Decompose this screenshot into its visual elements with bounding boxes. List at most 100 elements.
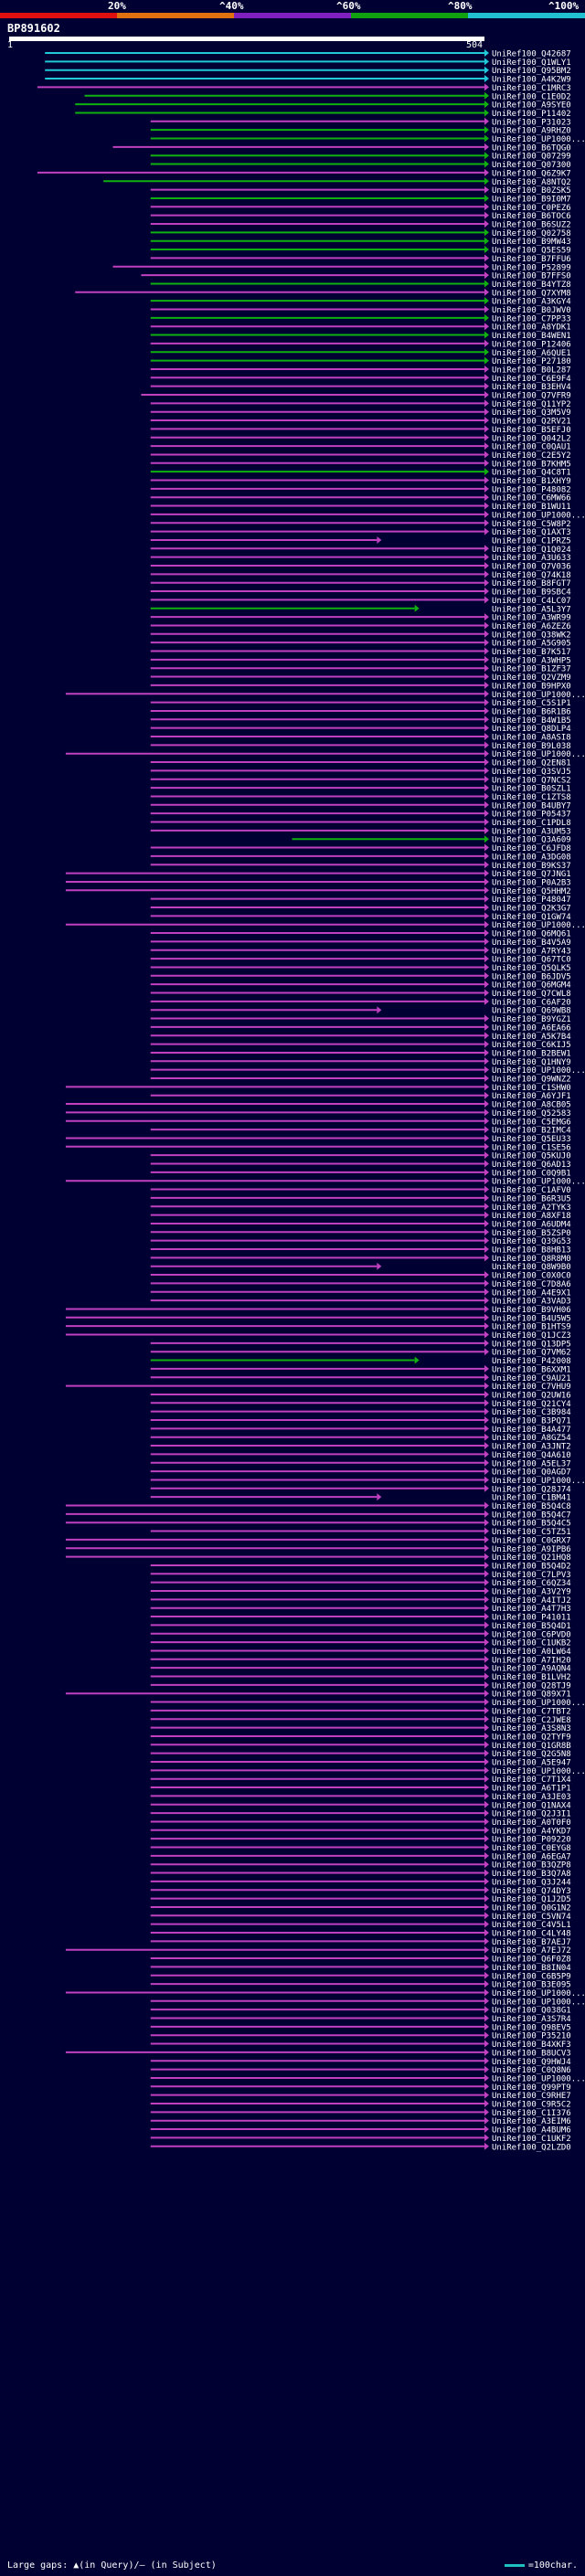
hit-row[interactable]: UniRef100_C1BM41 xyxy=(150,1493,571,1503)
hit-row[interactable]: UniRef100_Q74DY3 xyxy=(150,1886,571,1896)
hit-row[interactable]: UniRef100_B4WEN1 xyxy=(150,331,571,342)
hit-row[interactable]: UniRef100_UP1000... xyxy=(65,1177,585,1187)
hit-row[interactable]: UniRef100_C0GRX7 xyxy=(65,1535,571,1546)
hit-row[interactable]: UniRef100_B6TOC6 xyxy=(150,211,571,222)
hit-row[interactable]: UniRef100_Q1GR8B xyxy=(150,1741,571,1751)
hit-row[interactable]: UniRef100_C5TZ51 xyxy=(150,1527,571,1538)
hit-row[interactable]: UniRef100_B8IN04 xyxy=(150,1963,571,1973)
hit-row[interactable]: UniRef100_Q7V036 xyxy=(150,562,571,572)
hit-row[interactable]: UniRef100_A6ZEZ6 xyxy=(150,621,571,631)
hit-row[interactable]: UniRef100_C3B984 xyxy=(150,1407,571,1418)
hit-row[interactable]: UniRef100_C6MW66 xyxy=(150,493,571,504)
hit-row[interactable]: UniRef100_B5ZSP0 xyxy=(150,1228,571,1238)
hit-row[interactable]: UniRef100_UP1000... xyxy=(65,1988,585,1998)
hit-row[interactable]: UniRef100_B3E095 xyxy=(150,1980,571,1990)
hit-row[interactable]: UniRef100_A9IPB6 xyxy=(65,1544,571,1554)
hit-row[interactable]: UniRef100_C1MRC3 xyxy=(37,83,571,93)
hit-row[interactable]: UniRef100_B2IMC4 xyxy=(150,1126,571,1136)
hit-row[interactable]: UniRef100_Q2J3I1 xyxy=(150,1809,571,1819)
hit-row[interactable]: UniRef100_C4V5L1 xyxy=(150,1920,571,1931)
hit-row[interactable]: UniRef100_Q5HHM2 xyxy=(65,886,571,896)
hit-row[interactable]: UniRef100_A8GZ54 xyxy=(150,1433,571,1444)
hit-row[interactable]: UniRef100_A3WR99 xyxy=(150,613,571,623)
hit-row[interactable]: UniRef100_B4UBY7 xyxy=(150,800,571,811)
hit-row[interactable]: UniRef100_C7T1X4 xyxy=(150,1775,571,1786)
hit-row[interactable]: UniRef100_P31023 xyxy=(150,117,571,128)
hit-row[interactable]: UniRef100_C6PVD0 xyxy=(150,1629,571,1640)
hit-row[interactable]: UniRef100_A6EGA7 xyxy=(150,1851,571,1862)
hit-row[interactable]: UniRef100_UP1000... xyxy=(65,749,585,760)
hit-row[interactable]: UniRef100_P42008 xyxy=(150,1356,571,1367)
hit-row[interactable]: UniRef100_C6AF20 xyxy=(150,997,571,1008)
hit-row[interactable]: UniRef100_Q21HQ8 xyxy=(65,1553,571,1564)
hit-row[interactable]: UniRef100_C1SHW0 xyxy=(65,1083,571,1093)
hit-row[interactable]: UniRef100_Q69WB8 xyxy=(150,1006,571,1016)
hit-row[interactable]: UniRef100_C0PEZ6 xyxy=(150,203,571,213)
hit-row[interactable]: UniRef100_B0ZSK5 xyxy=(150,186,571,196)
hit-row[interactable]: UniRef100_A4BUM6 xyxy=(150,2125,571,2136)
hit-row[interactable]: UniRef100_A9SYE0 xyxy=(75,101,571,111)
hit-row[interactable]: UniRef100_B8FGT7 xyxy=(150,578,571,589)
hit-row[interactable]: UniRef100_P11402 xyxy=(75,109,571,119)
hit-row[interactable]: UniRef100_B5Q4D1 xyxy=(150,1621,571,1631)
hit-row[interactable]: UniRef100_B0SZL1 xyxy=(150,784,571,794)
hit-row[interactable]: UniRef100_B0L287 xyxy=(150,365,571,376)
hit-row[interactable]: UniRef100_Q5QLK5 xyxy=(150,963,571,973)
hit-row[interactable]: UniRef100_C1PDL8 xyxy=(150,818,571,829)
hit-row[interactable]: UniRef100_C0QAU1 xyxy=(150,442,571,452)
hit-row[interactable]: UniRef100_B3EHV4 xyxy=(150,382,571,393)
hit-row[interactable]: UniRef100_A7IH20 xyxy=(150,1655,571,1666)
hit-row[interactable]: UniRef100_Q1Q024 xyxy=(150,545,571,555)
hit-row[interactable]: UniRef100_A4E9X1 xyxy=(150,1288,571,1299)
hit-row[interactable]: UniRef100_C5EMG6 xyxy=(65,1117,571,1128)
hit-row[interactable]: UniRef100_A8YDK1 xyxy=(150,323,571,333)
hit-row[interactable]: UniRef100_A3V2Y9 xyxy=(150,1587,571,1597)
hit-row[interactable]: UniRef100_B7KHM5 xyxy=(150,459,571,470)
hit-row[interactable]: UniRef100_B9L038 xyxy=(150,741,571,751)
hit-row[interactable]: UniRef100_C0EYG8 xyxy=(150,1843,571,1854)
hit-row[interactable]: UniRef100_Q042L2 xyxy=(150,433,571,444)
hit-row[interactable]: UniRef100_B3Q7A8 xyxy=(150,1869,571,1880)
hit-row[interactable]: UniRef100_Q4A610 xyxy=(150,1450,571,1460)
hit-row[interactable]: UniRef100_A5G905 xyxy=(150,639,571,649)
hit-row[interactable]: UniRef100_C1SE56 xyxy=(65,1142,571,1153)
hit-row[interactable]: UniRef100_Q1J2D5 xyxy=(150,1894,571,1905)
hit-row[interactable]: UniRef100_Q2K3G7 xyxy=(150,904,571,914)
hit-row[interactable]: UniRef100_A8XF18 xyxy=(150,1211,571,1222)
hit-row[interactable]: UniRef100_B7AEJ7 xyxy=(150,1937,571,1947)
hit-row[interactable]: UniRef100_C2E5Y2 xyxy=(150,451,571,461)
hit-row[interactable]: UniRef100_Q2RV21 xyxy=(150,417,571,427)
hit-row[interactable]: UniRef100_Q6F0Z8 xyxy=(150,1955,571,1965)
hit-row[interactable]: UniRef100_C1UKB2 xyxy=(150,1638,571,1648)
hit-row[interactable]: UniRef100_A3S7R4 xyxy=(150,2014,571,2025)
hit-row[interactable]: UniRef100_Q11YP2 xyxy=(150,399,571,409)
hit-row[interactable]: UniRef100_A5E947 xyxy=(150,1758,571,1768)
hit-row[interactable]: UniRef100_Q7NCS2 xyxy=(150,775,571,786)
hit-row[interactable]: UniRef100_A6YJF1 xyxy=(150,1091,571,1102)
hit-row[interactable]: UniRef100_C6QZ34 xyxy=(150,1578,571,1589)
hit-row[interactable]: UniRef100_Q2EN81 xyxy=(150,758,571,769)
hit-row[interactable]: UniRef100_A8CB05 xyxy=(65,1100,571,1110)
hit-row[interactable]: UniRef100_B4YTZ8 xyxy=(150,280,571,290)
hit-row[interactable]: UniRef100_A5EL37 xyxy=(150,1458,571,1469)
hit-row[interactable]: UniRef100_Q5EU33 xyxy=(65,1134,571,1144)
hit-row[interactable]: UniRef100_Q6Z9K7 xyxy=(37,168,571,179)
hit-row[interactable]: UniRef100_Q52583 xyxy=(65,1108,571,1118)
hit-row[interactable]: UniRef100_C9R5C2 xyxy=(150,2100,571,2110)
hit-row[interactable]: UniRef100_A3JE03 xyxy=(150,1792,571,1802)
hit-row[interactable]: UniRef100_A0LW64 xyxy=(150,1647,571,1657)
hit-row[interactable]: UniRef100_Q98EV5 xyxy=(150,2022,571,2033)
hit-row[interactable]: UniRef100_C1E0D2 xyxy=(84,91,571,102)
hit-row[interactable]: UniRef100_P27180 xyxy=(150,356,571,367)
hit-row[interactable]: UniRef100_Q5ES59 xyxy=(150,246,571,256)
hit-row[interactable]: UniRef100_C1AFV0 xyxy=(150,1185,571,1196)
hit-row[interactable]: UniRef100_A3VAD3 xyxy=(150,1297,571,1307)
hit-row[interactable]: UniRef100_Q3J244 xyxy=(150,1877,571,1888)
hit-row[interactable]: UniRef100_A0T0F0 xyxy=(150,1818,571,1828)
hit-row[interactable]: UniRef100_Q2G5N8 xyxy=(150,1749,571,1760)
hit-row[interactable]: UniRef100_P0A2B3 xyxy=(65,877,571,888)
hit-row[interactable]: UniRef100_UP1000... xyxy=(150,2073,585,2084)
hit-row[interactable]: UniRef100_B9KS37 xyxy=(150,861,571,871)
hit-row[interactable]: UniRef100_Q7JNG1 xyxy=(65,869,571,880)
hit-row[interactable]: UniRef100_B5EFJ0 xyxy=(150,425,571,435)
